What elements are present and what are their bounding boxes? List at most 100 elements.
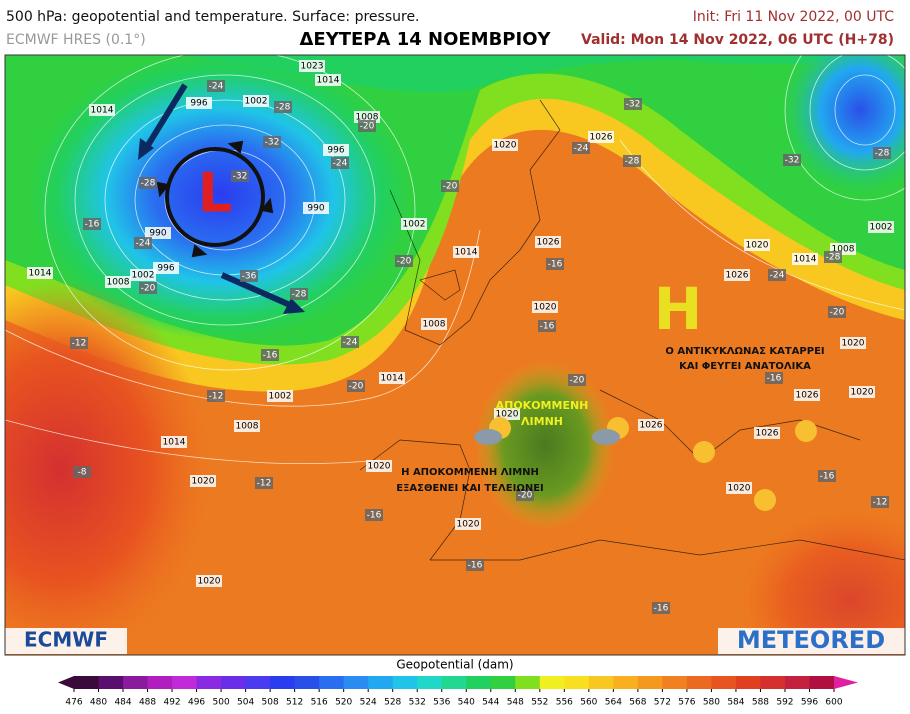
temperature-label: -20 <box>141 284 156 294</box>
temperature-label: -20 <box>518 491 533 501</box>
colorbar-tick-label: 568 <box>629 698 646 708</box>
temperature-label-box <box>516 489 534 501</box>
temperature-label: -20 <box>830 308 845 318</box>
temperature-label-box <box>873 147 891 159</box>
pressure-label: 1014 <box>91 106 114 116</box>
temperature-label: -16 <box>367 511 382 521</box>
temperature-label: -28 <box>276 103 291 113</box>
colorbar-end <box>834 676 858 689</box>
header-model: ECMWF HRES (0.1°) <box>6 32 146 48</box>
pressure-label: 1026 <box>726 271 749 281</box>
colorbar-tick-label: 576 <box>678 698 695 708</box>
temperature-label-box <box>134 237 152 249</box>
temperature-label-box <box>546 258 564 270</box>
colorbar-tick-label: 480 <box>90 698 107 708</box>
temperature-label-box <box>624 98 642 110</box>
header-valid: Valid: Mon 14 Nov 2022, 06 UTC (H+78) <box>581 32 894 48</box>
temperature-label-box <box>395 255 413 267</box>
pressure-label: 1014 <box>29 269 52 279</box>
colorbar-segment <box>809 676 835 689</box>
temperature-label: -16 <box>468 561 483 571</box>
pressure-label-box <box>744 239 770 251</box>
colorbar-tick-label: 504 <box>237 698 254 708</box>
colorbar-tick-label: 596 <box>801 698 818 708</box>
temperature-label: -12 <box>873 498 888 508</box>
pressure-label: 990 <box>149 229 166 239</box>
temperature-label-box <box>331 157 349 169</box>
logo-box <box>718 628 905 654</box>
header-init: Init: Fri 11 Nov 2022, 00 UTC <box>693 9 894 25</box>
pressure-label-box <box>726 482 752 494</box>
colorbar-tick-label: 580 <box>703 698 720 708</box>
pressure-label-box <box>234 420 260 432</box>
temperature-label-box <box>290 288 308 300</box>
colorbar-segment <box>245 676 271 689</box>
pressure-label: 1020 <box>534 303 557 313</box>
temperature-label: -28 <box>875 149 890 159</box>
pressure-label-box <box>494 408 520 420</box>
temperature-label: -36 <box>242 272 257 282</box>
pressure-label: 1002 <box>269 392 292 402</box>
pressure-label: 1008 <box>423 320 446 330</box>
temperature-label: -28 <box>141 179 156 189</box>
colorbar-segment <box>123 676 149 689</box>
pressure-label: 1014 <box>381 374 404 384</box>
temperature-label: -20 <box>349 382 364 392</box>
temperature-label-box <box>341 336 359 348</box>
colorbar-segment <box>466 676 492 689</box>
temperature-label: -20 <box>443 182 458 192</box>
pressure-label-box <box>792 253 818 265</box>
temperature-label: -16 <box>654 604 669 614</box>
pressure-label: 1020 <box>842 339 865 349</box>
temperature-label-box <box>347 380 365 392</box>
colorbar-segment <box>564 676 590 689</box>
pressure-label: 1026 <box>590 133 613 143</box>
temperature-label: -24 <box>333 159 348 169</box>
colorbar-label: Geopotential (dam) <box>396 658 513 672</box>
pressure-label: 1026 <box>756 429 779 439</box>
map-field <box>5 55 905 655</box>
pressure-label-box <box>299 60 325 72</box>
colorbar-tick-label: 524 <box>360 698 377 708</box>
pressure-label-box <box>849 386 875 398</box>
colorbar-tick-label: 560 <box>580 698 597 708</box>
temperature-label-box <box>231 170 249 182</box>
pressure-label-box <box>130 269 156 281</box>
colorbar-segment <box>588 676 614 689</box>
temperature-label-box <box>765 372 783 384</box>
colorbar-segment <box>490 676 516 689</box>
pressure-label: 1014 <box>794 255 817 265</box>
pressure-label-box <box>323 144 349 156</box>
temperature-label: -24 <box>770 271 785 281</box>
temperature-label-box <box>441 180 459 192</box>
temperature-label-box <box>240 270 258 282</box>
temperature-label-box <box>466 559 484 571</box>
temperature-label-box <box>207 390 225 402</box>
pressure-label: 1020 <box>851 388 874 398</box>
temperature-label: -24 <box>343 338 358 348</box>
colorbar-end <box>58 676 74 689</box>
temperature-label-box <box>623 155 641 167</box>
pressure-label: 1008 <box>236 422 259 432</box>
temperature-label: -24 <box>574 144 589 154</box>
colorbar-tick-label: 572 <box>654 698 671 708</box>
temperature-label-box <box>783 154 801 166</box>
pressure-label-box <box>186 97 212 109</box>
temperature-label-box <box>70 337 88 349</box>
temperature-label-box <box>568 374 586 386</box>
colorbar-tick-label: 584 <box>727 698 744 708</box>
colorbar-segment <box>270 676 296 689</box>
header-date: ΔΕΥΤΕΡΑ 14 ΝΟΕΜΒΡΙΟΥ <box>299 29 551 50</box>
colorbar-tick-label: 496 <box>188 698 205 708</box>
pressure-label: 1002 <box>870 223 893 233</box>
pressure-label-box <box>754 427 780 439</box>
colorbar-tick-label: 500 <box>213 698 230 708</box>
temperature-label: -12 <box>257 479 272 489</box>
colorbar-segment <box>294 676 320 689</box>
temperature-label-box <box>207 80 225 92</box>
colorbar-tick-label: 532 <box>409 698 426 708</box>
pressure-label-box <box>267 390 293 402</box>
pressure-label: 1020 <box>496 410 519 420</box>
pressure-label: 1020 <box>494 141 517 151</box>
